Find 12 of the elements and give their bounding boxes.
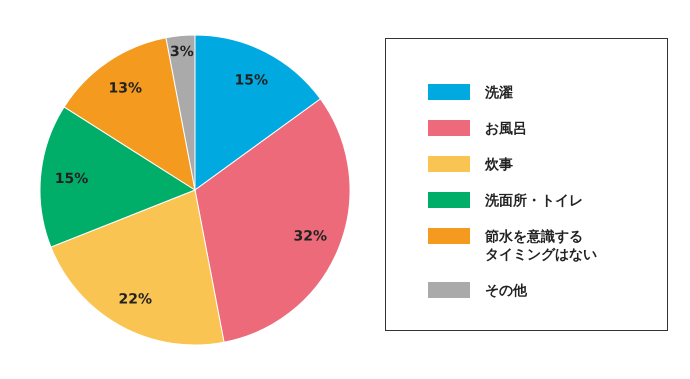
legend-label: その他 [485, 282, 528, 299]
data-label: 3% [170, 44, 194, 60]
data-label: 15% [54, 171, 88, 188]
data-label: 22% [118, 292, 152, 308]
legend-label: お風呂 [485, 120, 527, 137]
data-label: 15% [234, 72, 268, 88]
legend-label: 洗濯 [484, 84, 513, 101]
data-label: 32% [294, 228, 328, 245]
data-label: 13% [108, 80, 142, 96]
legend-label: 節水を意識するタイミングはない [484, 228, 597, 264]
legend-label: 炊事 [484, 156, 513, 173]
legend-label: 洗面所・トイレ [484, 192, 583, 209]
